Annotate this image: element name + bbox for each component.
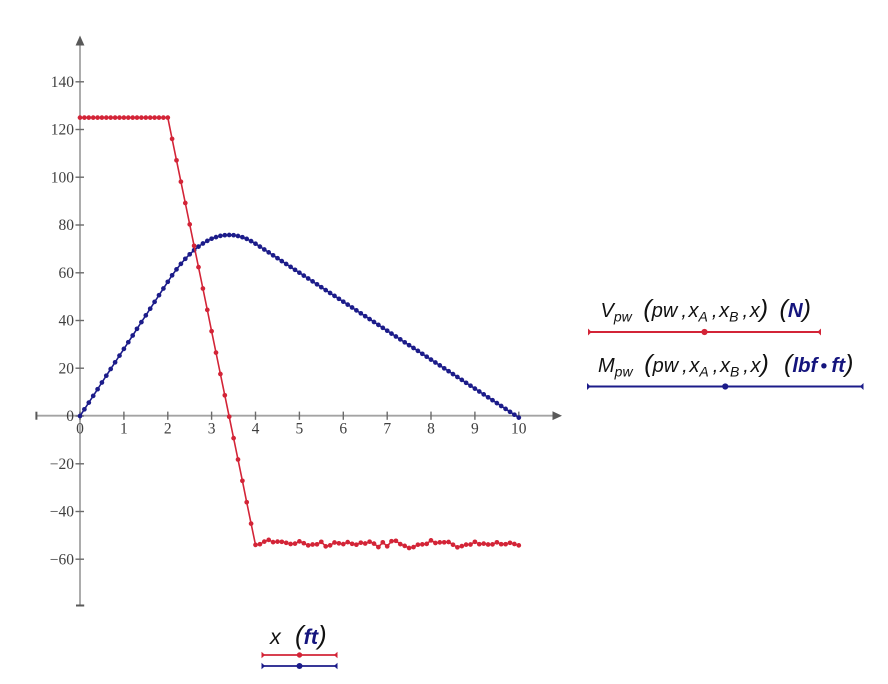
- svg-text:1: 1: [120, 421, 128, 438]
- svg-text:2: 2: [164, 421, 172, 438]
- svg-text:120: 120: [51, 122, 75, 139]
- svg-text:60: 60: [59, 265, 75, 282]
- svg-text:(N): (N): [780, 295, 811, 323]
- svg-text:Vpw (pw , xA , xB , x): Vpw (pw , xA , xB , x): [601, 295, 769, 325]
- svg-text:9: 9: [471, 421, 479, 438]
- svg-text:10: 10: [511, 421, 527, 438]
- svg-text:−40: −40: [50, 504, 74, 521]
- svg-text:100: 100: [51, 169, 75, 186]
- svg-text:8: 8: [427, 421, 435, 438]
- svg-text:20: 20: [59, 360, 75, 377]
- svg-text:x: x: [269, 625, 282, 649]
- svg-text:3: 3: [208, 421, 216, 438]
- svg-text:4: 4: [252, 421, 260, 438]
- svg-text:80: 80: [59, 217, 75, 234]
- svg-text:5: 5: [296, 421, 304, 438]
- svg-text:−60: −60: [50, 552, 74, 569]
- svg-text:0: 0: [66, 408, 74, 425]
- svg-text:Mpw (pw , xA , xB , x): Mpw (pw , xA , xB , x): [598, 350, 769, 380]
- svg-text:(lbf ft): (lbf ft): [784, 350, 853, 378]
- svg-text:(ft): (ft): [295, 620, 327, 650]
- svg-text:−20: −20: [50, 456, 74, 473]
- svg-text:140: 140: [51, 74, 75, 91]
- svg-text:7: 7: [383, 421, 391, 438]
- svg-text:40: 40: [59, 313, 75, 330]
- svg-text:6: 6: [339, 421, 347, 438]
- svg-text:0: 0: [76, 421, 84, 438]
